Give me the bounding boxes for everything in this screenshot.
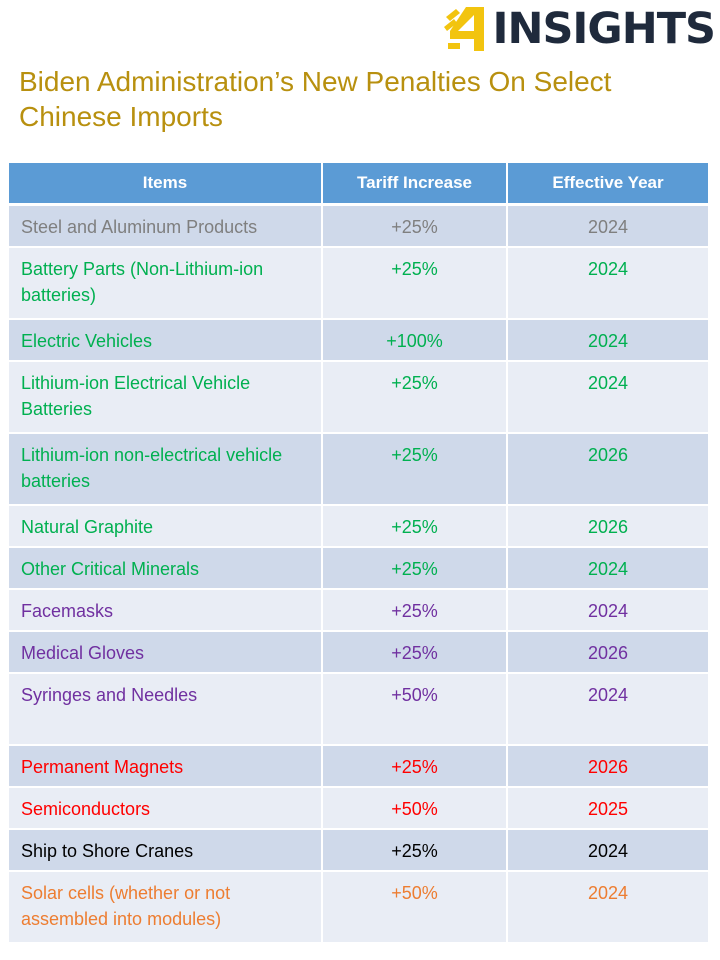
table-row: Natural Graphite +25% 2026: [9, 505, 708, 548]
insights-logo: INSIGHTS: [444, 3, 716, 55]
tariff-cell: +100%: [322, 319, 508, 362]
item-cell: Ship to Shore Cranes: [9, 829, 323, 872]
table-row: Lithium-ion Electrical Vehicle Batteries…: [9, 361, 708, 434]
item-cell: Syringes and Needles: [9, 673, 323, 746]
item-cell: Permanent Magnets: [9, 745, 323, 788]
tariff-cell: +25%: [322, 589, 508, 632]
table-row: Facemasks +25% 2024: [9, 589, 708, 632]
tariff-cell: +25%: [322, 829, 508, 872]
year-cell: 2024: [507, 871, 708, 944]
tariff-cell: +50%: [322, 871, 508, 944]
year-cell: 2024: [507, 204, 708, 248]
year-cell: 2026: [507, 505, 708, 548]
tariff-cell: +25%: [322, 631, 508, 674]
table-row: Lithium-ion non-electrical vehicle batte…: [9, 433, 708, 506]
logo-text: INSIGHTS: [492, 4, 716, 54]
page-title: Biden Administration’s New Penalties On …: [19, 66, 612, 132]
tariff-cell: +25%: [322, 433, 508, 506]
item-cell: Lithium-ion non-electrical vehicle batte…: [9, 433, 323, 506]
tariff-cell: +25%: [322, 547, 508, 590]
item-cell: Semiconductors: [9, 787, 323, 830]
year-cell: 2024: [507, 247, 708, 320]
year-cell: 2026: [507, 631, 708, 674]
item-cell: Solar cells (whether or not assembled in…: [9, 871, 323, 944]
table-row: Steel and Aluminum Products +25% 2024: [9, 204, 708, 248]
header-tariff-increase: Tariff Increase: [322, 163, 508, 206]
item-cell: Battery Parts (Non-Lithium-ion batteries…: [9, 247, 323, 320]
table-row: Medical Gloves +25% 2026: [9, 631, 708, 674]
tariff-cell: +25%: [322, 204, 508, 248]
table-row: Ship to Shore Cranes +25% 2024: [9, 829, 708, 872]
tariff-cell: +50%: [322, 673, 508, 746]
year-cell: 2026: [507, 433, 708, 506]
item-cell: Lithium-ion Electrical Vehicle Batteries: [9, 361, 323, 434]
year-cell: 2024: [507, 547, 708, 590]
header-effective-year: Effective Year: [507, 163, 708, 206]
table-row: Semiconductors +50% 2025: [9, 787, 708, 830]
item-cell: Electric Vehicles: [9, 319, 323, 362]
table-row: Solar cells (whether or not assembled in…: [9, 871, 708, 944]
item-cell: Medical Gloves: [9, 631, 323, 674]
item-cell: Natural Graphite: [9, 505, 323, 548]
hand-4-icon: [444, 7, 485, 51]
tariff-cell: +50%: [322, 787, 508, 830]
item-cell: Steel and Aluminum Products: [9, 204, 323, 248]
table-row: Other Critical Minerals +25% 2024: [9, 547, 708, 590]
year-cell: 2024: [507, 361, 708, 434]
table-row: Syringes and Needles +50% 2024: [9, 673, 708, 746]
item-cell: Facemasks: [9, 589, 323, 632]
header-items: Items: [9, 163, 323, 206]
year-cell: 2025: [507, 787, 708, 830]
year-cell: 2024: [507, 319, 708, 362]
table-row: Electric Vehicles +100% 2024: [9, 319, 708, 362]
year-cell: 2024: [507, 589, 708, 632]
tariff-table: Items Tariff Increase Effective Year Ste…: [9, 163, 708, 944]
year-cell: 2026: [507, 745, 708, 788]
year-cell: 2024: [507, 829, 708, 872]
tariff-cell: +25%: [322, 361, 508, 434]
table-row: Battery Parts (Non-Lithium-ion batteries…: [9, 247, 708, 320]
year-cell: 2024: [507, 673, 708, 746]
table-row: Permanent Magnets +25% 2026: [9, 745, 708, 788]
item-cell: Other Critical Minerals: [9, 547, 323, 590]
tariff-cell: +25%: [322, 505, 508, 548]
table-header-row: Items Tariff Increase Effective Year: [9, 163, 708, 206]
tariff-cell: +25%: [322, 247, 508, 320]
tariff-cell: +25%: [322, 745, 508, 788]
